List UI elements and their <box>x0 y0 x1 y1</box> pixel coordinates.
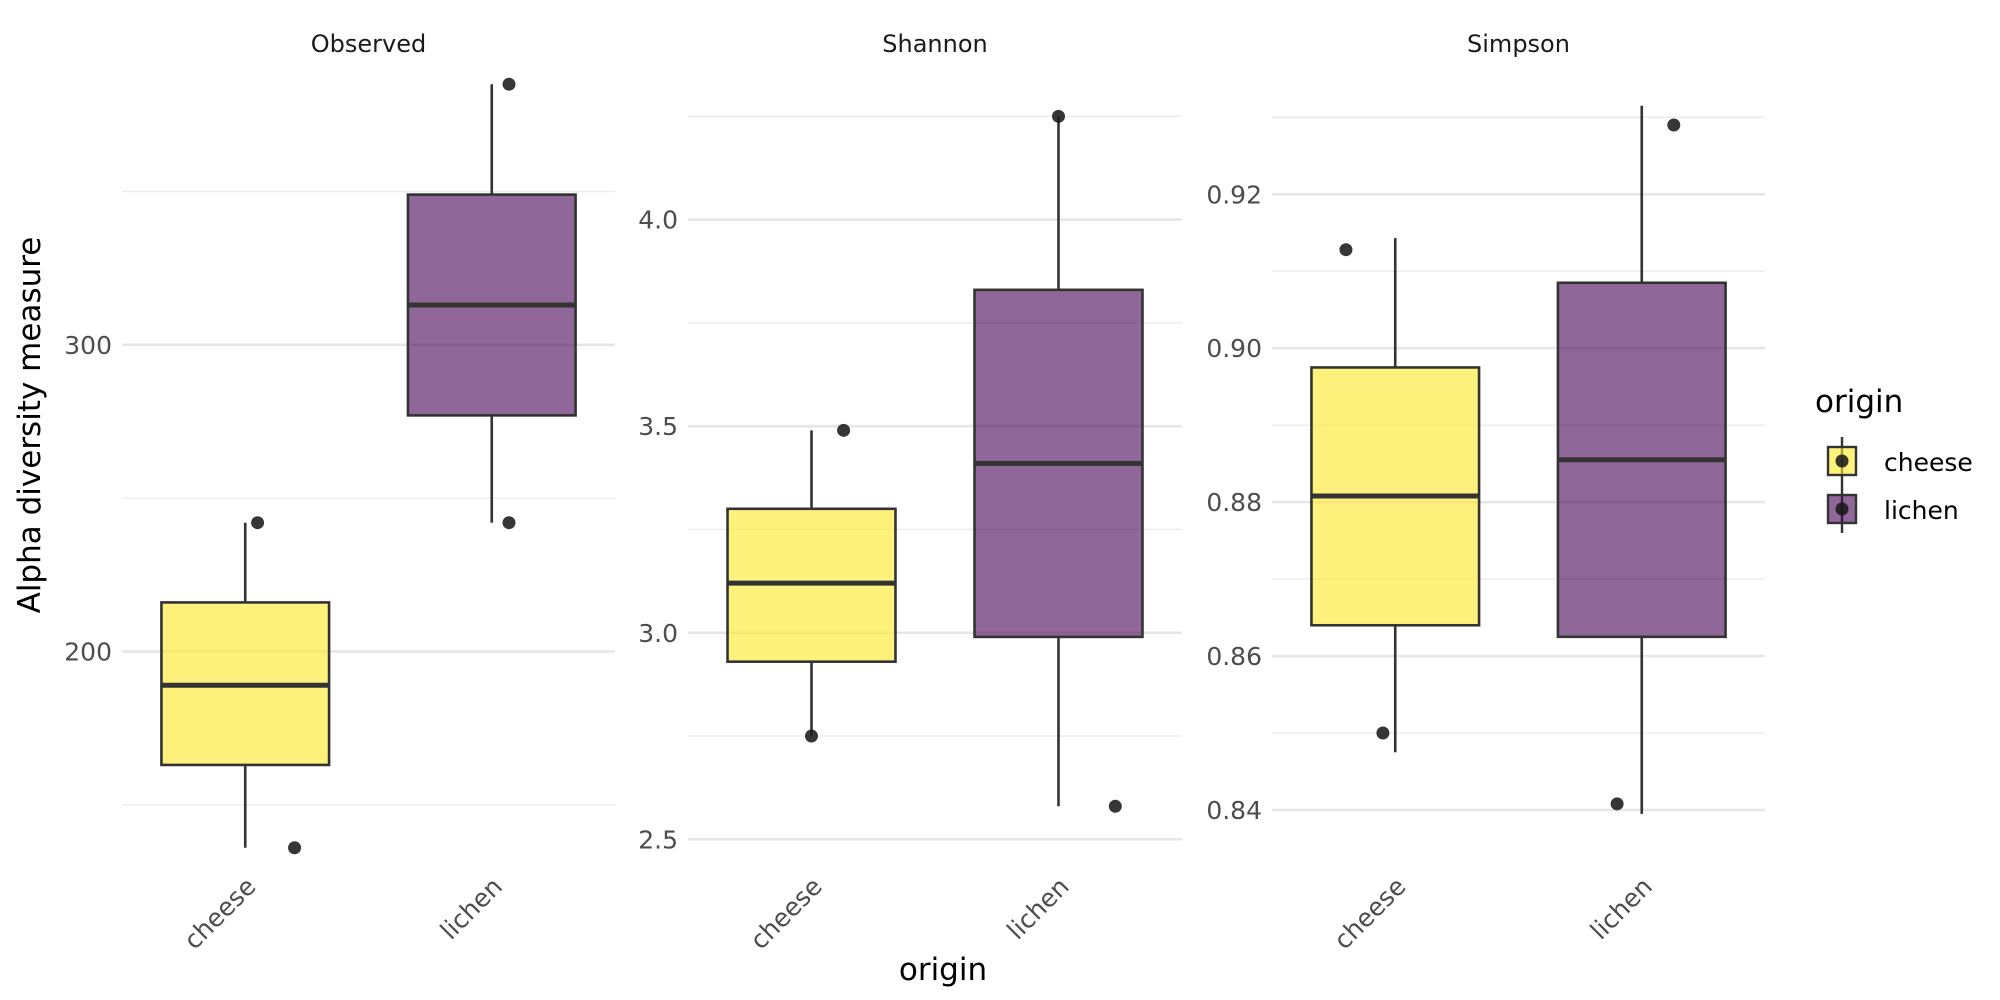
facet-panels: Observed 200 300 cheese lichen Shannon 2.5 3.0 3… <box>64 30 1765 955</box>
y-tick-label: 2.5 <box>638 825 678 854</box>
y-tick-label: 0.90 <box>1206 334 1262 363</box>
x-tick-label: cheese <box>178 872 261 955</box>
data-point <box>1610 797 1624 811</box>
legend-point <box>1835 502 1849 516</box>
data-point <box>502 77 516 91</box>
x-tick-label: lichen <box>435 872 508 945</box>
y-tick-label: 0.84 <box>1206 796 1262 825</box>
y-tick-label: 0.88 <box>1206 488 1262 517</box>
data-point <box>1339 243 1353 257</box>
y-axis-title: Alpha diversity measure <box>12 237 48 614</box>
data-point <box>251 516 265 530</box>
legend-keys: cheese lichen <box>1826 437 1973 533</box>
x-axis-title: origin <box>899 952 987 988</box>
data-point <box>1052 109 1065 123</box>
x-tick-label: lichen <box>1585 872 1658 945</box>
y-tick-label: 3.0 <box>638 619 678 648</box>
panel-title: Simpson <box>1467 30 1570 58</box>
data-point <box>502 516 516 530</box>
x-tick-label: lichen <box>1001 872 1074 945</box>
legend-label: cheese <box>1884 448 1973 477</box>
legend-title: origin <box>1815 384 1903 420</box>
data-point <box>1376 726 1390 740</box>
data-point <box>1667 118 1681 132</box>
y-tick-label: 0.92 <box>1206 180 1262 209</box>
data-point <box>805 729 818 743</box>
y-tick-label: 0.86 <box>1206 642 1262 671</box>
x-tick-label: cheese <box>1328 872 1411 955</box>
panel-simpson: Simpson 0.84 0.86 0.88 0.90 0.92 cheese lichen <box>1206 30 1765 955</box>
data-point <box>837 423 851 437</box>
data-point <box>288 841 302 855</box>
y-tick-label: 300 <box>64 331 112 360</box>
y-tick-label: 3.5 <box>638 412 678 441</box>
legend: origin cheese lichen <box>1815 384 1973 533</box>
panel-title: Observed <box>311 30 426 58</box>
y-tick-label: 200 <box>64 637 112 666</box>
y-tick-label: 4.0 <box>638 206 678 235</box>
legend-point <box>1835 454 1849 468</box>
panel-shannon: Shannon 2.5 3.0 3.5 4.0 cheese lichen <box>638 30 1182 955</box>
legend-key-lichen: lichen <box>1826 485 1959 533</box>
panel-title: Shannon <box>882 30 987 58</box>
panel-observed: Observed 200 300 cheese lichen <box>64 30 615 955</box>
data-point <box>1108 799 1122 813</box>
legend-key-cheese: cheese <box>1826 437 1973 485</box>
x-tick-label: cheese <box>744 872 827 955</box>
legend-label: lichen <box>1884 496 1959 525</box>
